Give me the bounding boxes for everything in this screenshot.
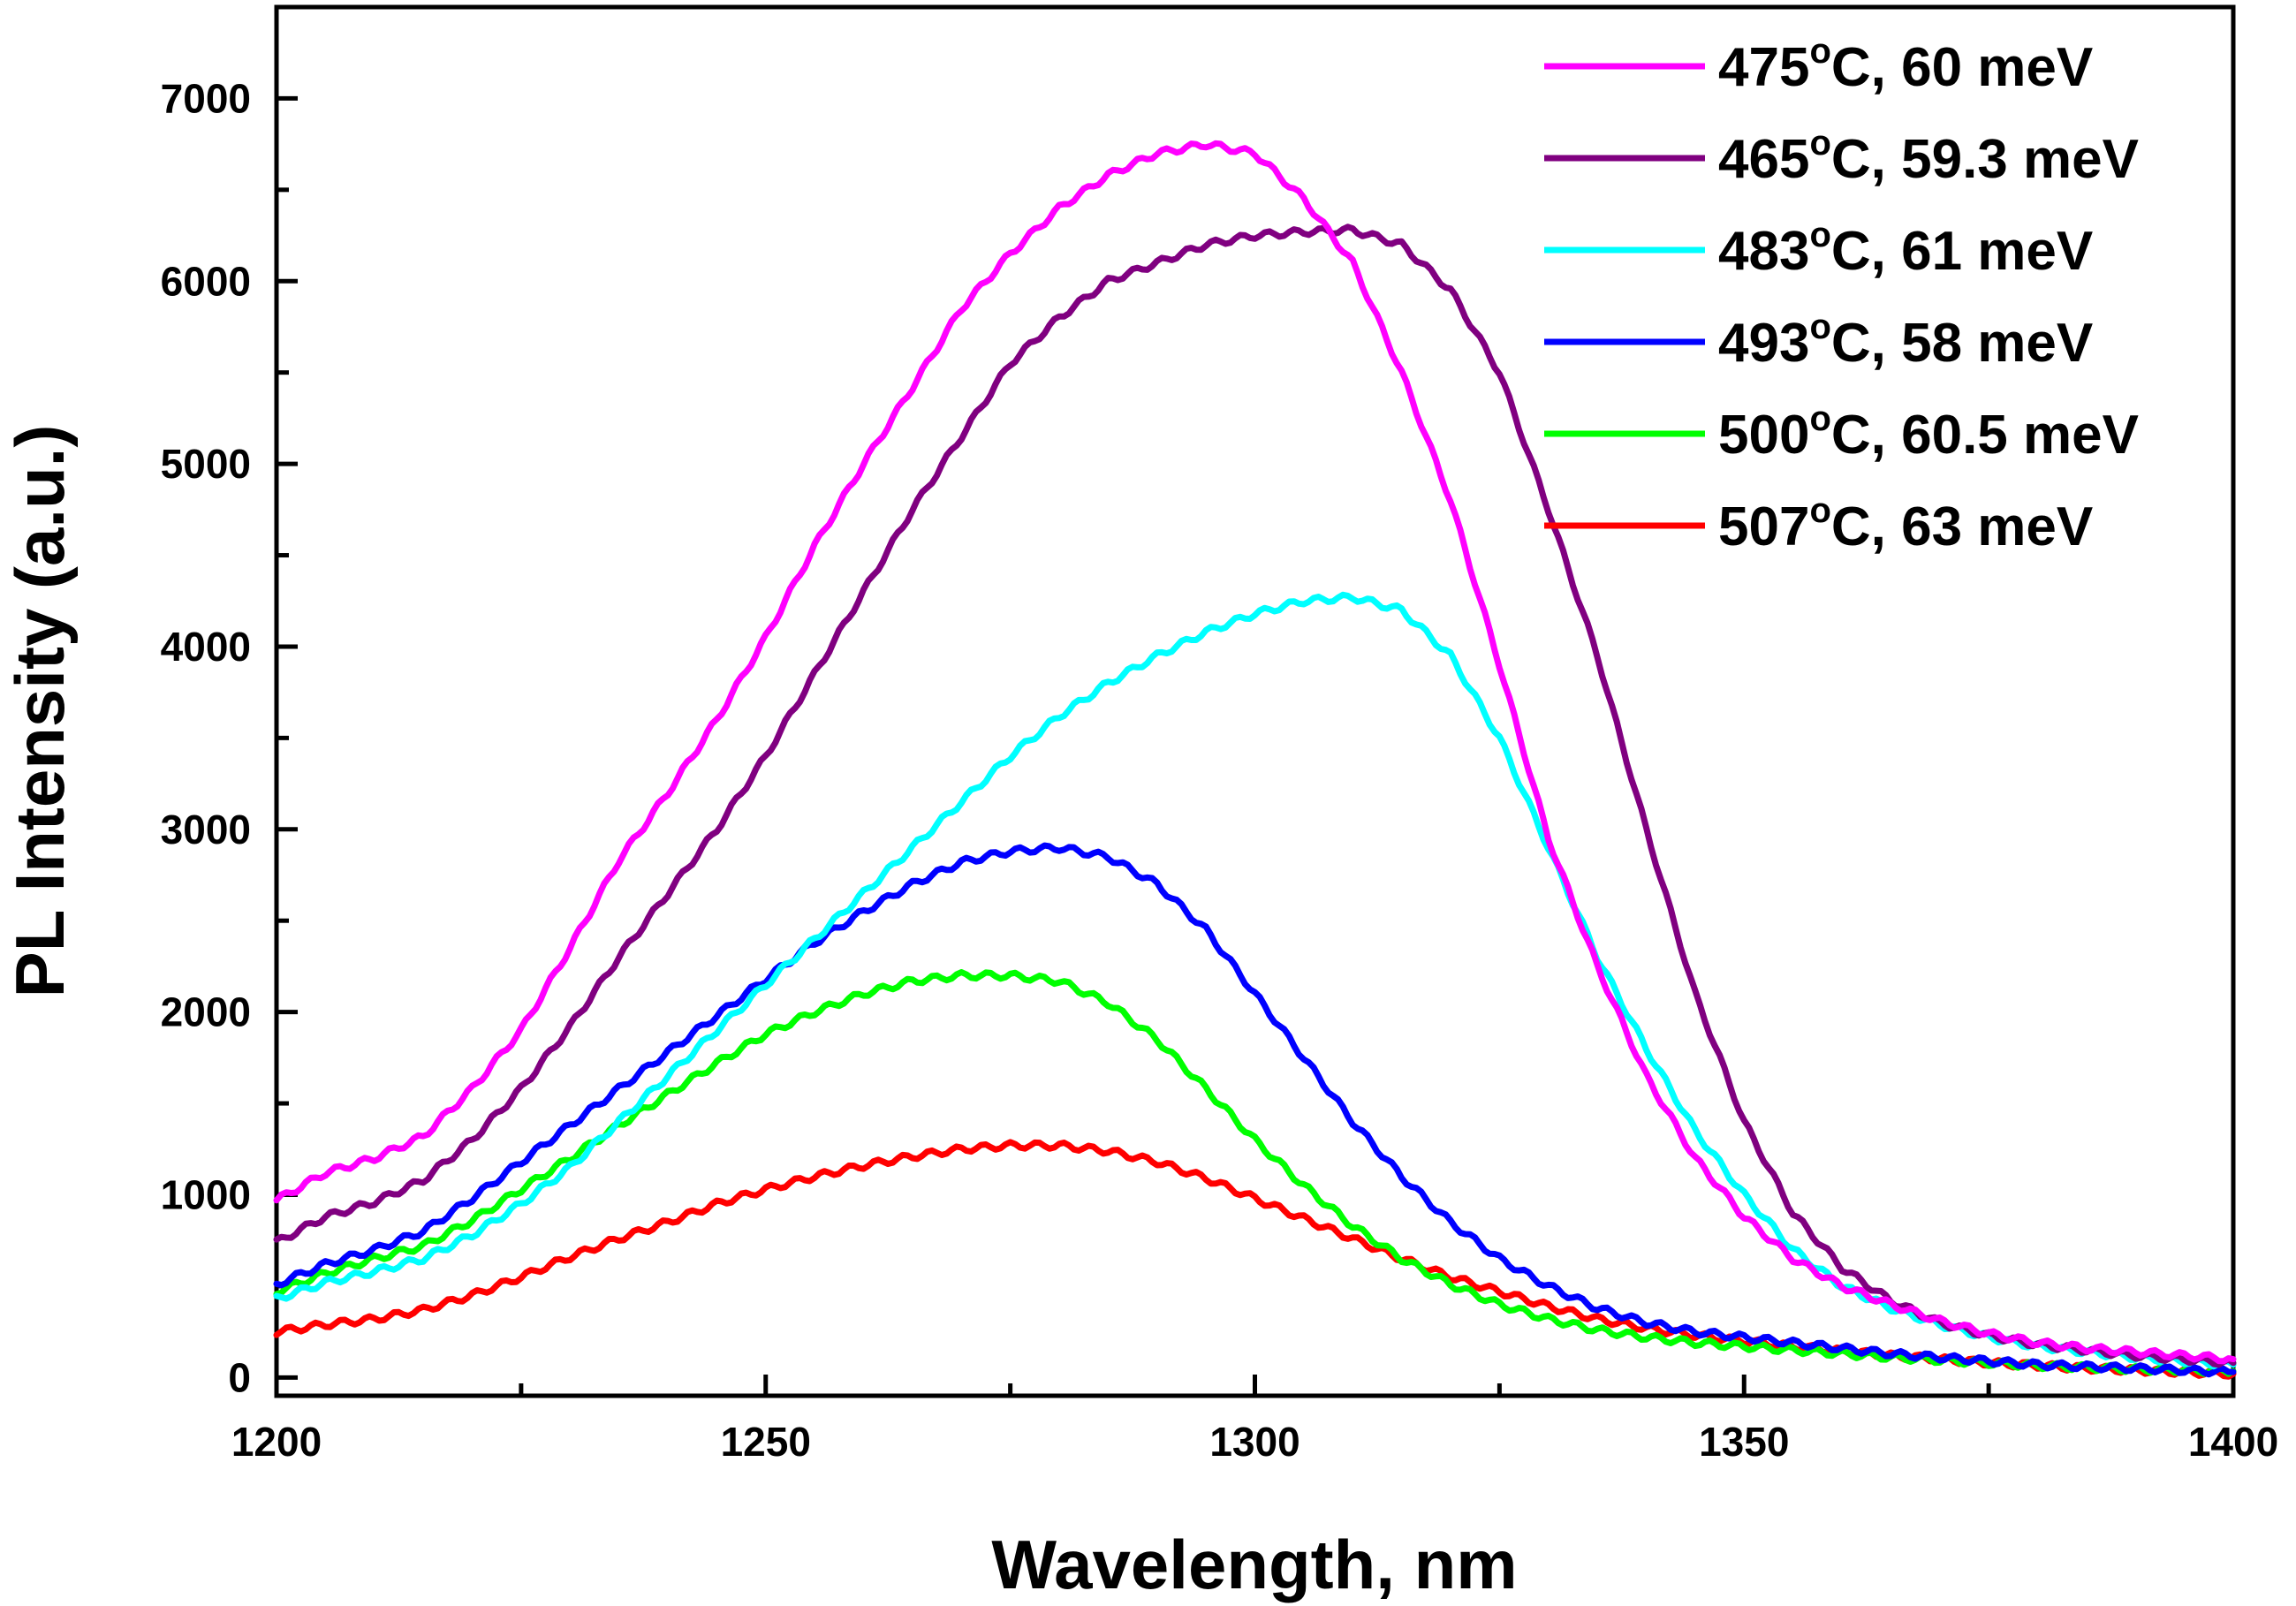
series-line-475C bbox=[273, 140, 2237, 1365]
x-tick-label: 1200 bbox=[231, 1419, 322, 1465]
x-axis-ticks: 1200 1250 1300 1350 1400 bbox=[231, 1375, 2278, 1465]
y-axis-title: PL Intensity (a.u.) bbox=[1, 425, 79, 998]
legend-label-483C: 483oC, 61 meV bbox=[1718, 216, 2093, 282]
x-axis-title: Wavelength, nm bbox=[991, 1526, 1517, 1603]
y-tick-label: 1000 bbox=[161, 1171, 251, 1217]
legend-label-507C: 507oC, 63 meV bbox=[1718, 491, 2093, 557]
series-line-465C bbox=[273, 223, 2237, 1368]
legend-label-465C: 465oC, 59.3 meV bbox=[1718, 124, 2139, 190]
y-tick-label: 4000 bbox=[161, 624, 251, 670]
series-lines bbox=[273, 140, 2237, 1380]
y-tick-label: 7000 bbox=[161, 75, 251, 121]
series-line-493C bbox=[273, 842, 2237, 1378]
legend-label-500C: 500oC, 60.5 meV bbox=[1718, 399, 2139, 466]
y-tick-label: 0 bbox=[228, 1354, 251, 1400]
x-tick-label: 1300 bbox=[1209, 1419, 1300, 1465]
y-tick-label: 3000 bbox=[161, 807, 251, 852]
legend-label-493C: 493oC, 58 meV bbox=[1718, 307, 2093, 374]
y-tick-label: 6000 bbox=[161, 258, 251, 304]
legend: 475oC, 60 meV 465oC, 59.3 meV 483oC, 61 me… bbox=[1544, 32, 2139, 557]
plot-frame bbox=[274, 4, 2236, 1398]
x-tick-label: 1350 bbox=[1699, 1419, 1789, 1465]
x-tick-label: 1400 bbox=[2188, 1419, 2278, 1465]
x-tick-label: 1250 bbox=[721, 1419, 811, 1465]
y-tick-label: 5000 bbox=[161, 441, 251, 487]
y-tick-label: 2000 bbox=[161, 989, 251, 1035]
y-axis-ticks: 0 1000 2000 3000 4000 5000 6000 7000 bbox=[161, 4, 298, 1400]
legend-label-475C: 475oC, 60 meV bbox=[1718, 32, 2093, 98]
